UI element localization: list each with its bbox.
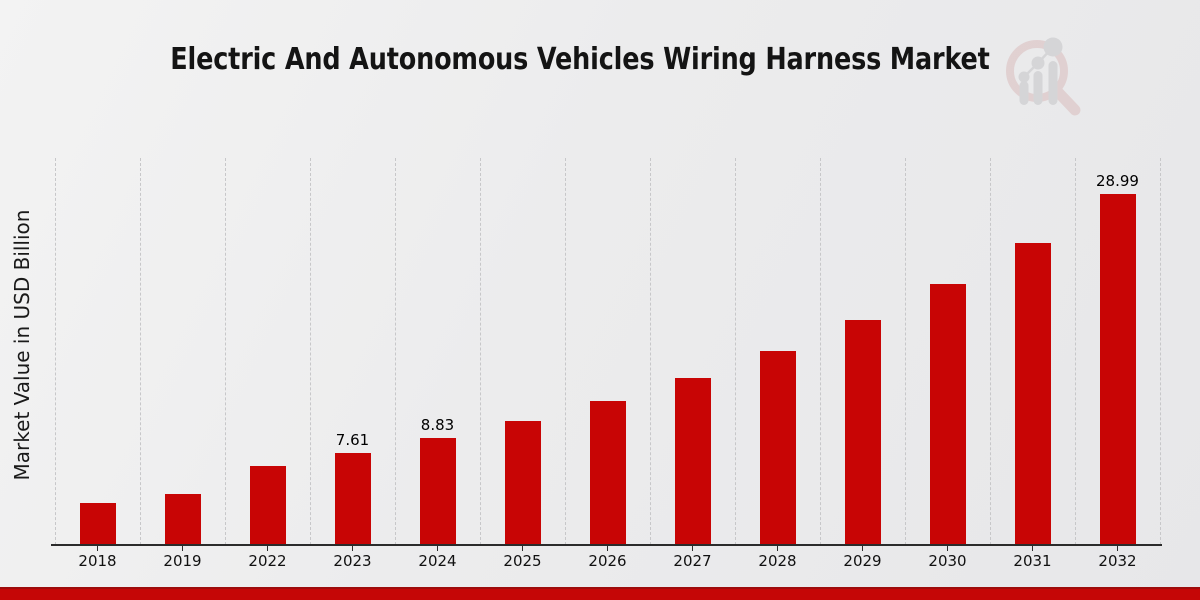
x-tick-label-2026: 2026 — [588, 552, 627, 570]
x-tick-label-2022: 2022 — [248, 552, 287, 570]
x-axis-tick — [691, 546, 694, 551]
gridline — [1159, 158, 1162, 545]
x-axis-tick — [521, 546, 524, 551]
bar-2030 — [929, 284, 966, 545]
x-tick-label-2027: 2027 — [673, 552, 712, 570]
bar-2023 — [334, 452, 371, 545]
bar-2024 — [419, 438, 456, 545]
data-label-2023: 7.61 — [335, 430, 370, 449]
gridline — [649, 158, 652, 545]
gridline — [734, 158, 737, 545]
gridline — [394, 158, 397, 545]
gridline — [1074, 158, 1077, 545]
x-axis-tick — [776, 546, 779, 551]
plot-area: 2018 2019 2022 2023 7.61 2024 8.83 2025 2026 2027… — [51, 158, 1162, 570]
gridline — [904, 158, 907, 545]
bar-2031 — [1014, 242, 1051, 545]
x-tick-label-2029: 2029 — [843, 552, 882, 570]
data-label-2024: 8.83 — [420, 416, 455, 435]
gridline — [564, 158, 567, 545]
bar-2026 — [589, 401, 626, 545]
x-axis-tick — [1116, 546, 1119, 551]
growth-bars-icon — [1018, 37, 1063, 105]
chart-title: Electric And Autonomous Vehicles Wiring … — [170, 42, 990, 77]
data-label-2032: 28.99 — [1096, 172, 1139, 191]
bar-2018 — [79, 503, 116, 545]
bar-2028 — [759, 351, 796, 545]
gridline — [309, 158, 312, 545]
gridline — [479, 158, 482, 545]
x-tick-label-2025: 2025 — [503, 552, 542, 570]
x-axis-tick — [861, 546, 864, 551]
gridline — [224, 158, 227, 545]
x-axis-tick — [96, 546, 99, 551]
bar-2027 — [674, 378, 711, 545]
x-axis-tick — [946, 546, 949, 551]
x-tick-label-2024: 2024 — [418, 552, 457, 570]
bar-2019 — [164, 493, 201, 545]
bar-2022 — [249, 465, 286, 545]
gridline — [989, 158, 992, 545]
x-tick-label-2030: 2030 — [928, 552, 967, 570]
x-axis-tick — [436, 546, 439, 551]
magnifier-bar-chart-logo — [1006, 37, 1081, 116]
x-tick-label-2019: 2019 — [163, 552, 202, 570]
x-axis-tick — [351, 546, 354, 551]
x-tick-label-2031: 2031 — [1013, 552, 1052, 570]
x-tick-label-2032: 2032 — [1098, 552, 1137, 570]
bar-2025 — [504, 421, 541, 545]
x-axis-tick — [266, 546, 269, 551]
x-tick-label-2018: 2018 — [78, 552, 117, 570]
x-axis-tick — [181, 546, 184, 551]
y-axis-label: Market Value in USD Billion — [10, 209, 34, 481]
x-axis-line — [51, 544, 1162, 546]
x-tick-label-2028: 2028 — [758, 552, 797, 570]
x-tick-label-2023: 2023 — [333, 552, 372, 570]
bar-2029 — [844, 320, 881, 545]
x-axis-tick — [606, 546, 609, 551]
bar-2032 — [1099, 194, 1136, 545]
gridline — [139, 158, 142, 545]
footer-accent-bar — [0, 587, 1200, 600]
x-axis-tick — [1031, 546, 1034, 551]
gridline — [819, 158, 822, 545]
gridline — [54, 158, 57, 545]
